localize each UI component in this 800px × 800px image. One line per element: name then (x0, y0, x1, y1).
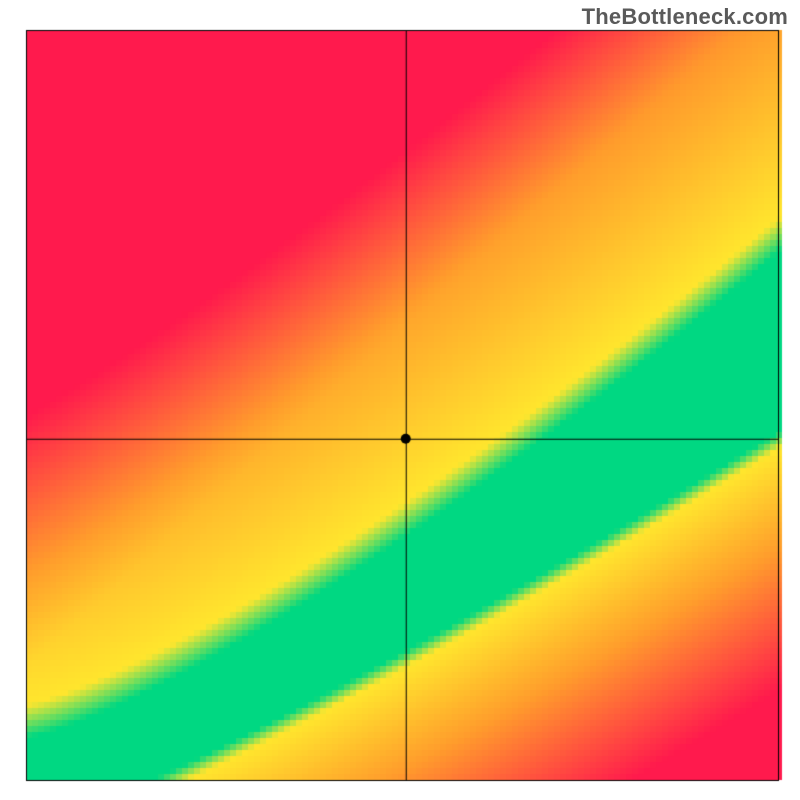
heatmap-canvas (0, 0, 800, 800)
watermark-text: TheBottleneck.com (582, 4, 788, 30)
chart-container: TheBottleneck.com (0, 0, 800, 800)
